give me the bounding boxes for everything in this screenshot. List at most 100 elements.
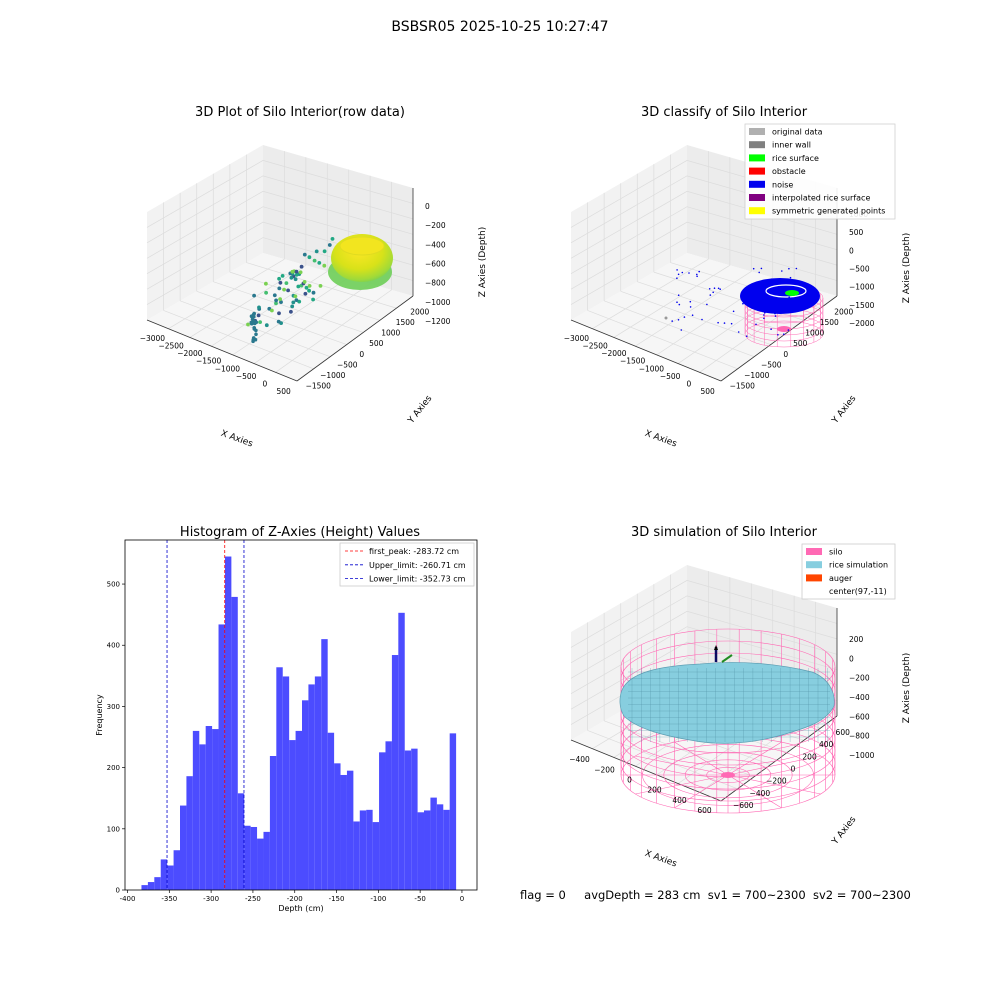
hist-bar xyxy=(385,741,392,890)
silo-floor-center xyxy=(721,772,735,778)
x-tick-label: −2500 xyxy=(582,341,608,350)
noise-point xyxy=(784,304,786,307)
z-tick-label: 0 xyxy=(849,654,854,663)
legend-swatch xyxy=(749,180,765,188)
noise-point xyxy=(683,316,686,318)
noise-point xyxy=(788,296,790,299)
x-tick-label: 200 xyxy=(647,786,662,795)
noise-point xyxy=(677,319,680,321)
hist-bar xyxy=(173,850,180,890)
sim-zlabel: Z Axies (Depth) xyxy=(902,653,912,724)
hist-bar xyxy=(359,810,367,890)
x-tick-label: −2000 xyxy=(177,349,203,358)
noise-point xyxy=(678,303,681,306)
silo-floor-spoke xyxy=(727,755,821,776)
raw-point xyxy=(279,300,283,304)
raw-point xyxy=(282,287,286,292)
noise-point xyxy=(732,310,735,313)
raw-title: 3D Plot of Silo Interior(row data) xyxy=(195,105,405,120)
hist-bar xyxy=(257,838,264,890)
noise-point xyxy=(768,298,771,300)
noise-point xyxy=(758,271,760,274)
z-tick-label: −200 xyxy=(849,674,870,683)
hist-legend: first_peak: -283.72 cm Upper_limit: -260.… xyxy=(339,542,475,587)
legend-label: center(97,-11) xyxy=(829,587,887,596)
raw-z-ticks: −1200 −1000 −800 −600 −400 −200 0 xyxy=(425,202,451,326)
y-tick-label: −500 xyxy=(337,360,358,369)
raw-point xyxy=(277,276,281,281)
hist-bar xyxy=(141,885,148,890)
x-tick-label: 400 xyxy=(672,796,687,805)
hist-bar xyxy=(263,831,270,890)
raw-point xyxy=(251,339,255,344)
hist-bar xyxy=(186,776,193,890)
x-tick-label: 600 xyxy=(697,806,712,815)
hist-bar xyxy=(436,804,444,890)
grid-floor-a xyxy=(168,258,285,330)
hist-bar xyxy=(160,859,168,890)
grid-floor-a xyxy=(613,264,731,338)
status-line: flag = 0 avgDepth = 283 cm sv1 = 700~230… xyxy=(520,888,911,902)
hist-bar xyxy=(372,822,380,890)
classify-x-ticks: −3000−2500−2000−1500−1000−500 0 500 xyxy=(564,334,715,396)
legend-label: Lower_limit: -352.73 cm xyxy=(369,575,466,584)
grid-z xyxy=(146,175,414,244)
grid-z xyxy=(570,221,838,290)
x-tick-label: -50 xyxy=(414,895,425,903)
raw-point xyxy=(304,285,309,290)
classify-ylabel: Y Axies xyxy=(830,394,859,427)
hist-bar xyxy=(346,770,354,890)
raw-x-ticks: −3000−2500−2000−1500−1000−500 0 500 xyxy=(140,334,291,396)
x-tick-label: 500 xyxy=(276,387,291,396)
legend-label: silo xyxy=(829,548,843,557)
legend-label: first_peak: -283.72 cm xyxy=(369,547,459,556)
noise-point xyxy=(777,334,779,336)
noise-point xyxy=(677,294,680,297)
hist-bar xyxy=(391,655,399,890)
raw-point xyxy=(276,319,281,324)
hist-ylabel: Frequency xyxy=(95,694,104,736)
grid-floor-b xyxy=(637,281,788,333)
x-tick-label: 0 xyxy=(686,380,691,389)
grid-floor-b xyxy=(213,281,364,333)
y-tick-label: 500 xyxy=(107,581,120,589)
grid-floor-a xyxy=(275,289,392,373)
raw-point xyxy=(246,322,250,327)
noise-point xyxy=(688,272,690,274)
y-tick-label: 1000 xyxy=(381,329,400,338)
y-tick-label: 0 xyxy=(783,350,788,359)
raw-point xyxy=(254,332,258,337)
y-tick-label: 600 xyxy=(836,728,851,737)
noise-point xyxy=(774,315,777,317)
hist-bar xyxy=(231,596,238,890)
hist-bar xyxy=(192,730,200,890)
classify-noise-points xyxy=(664,267,820,338)
x-tick-label: −2000 xyxy=(601,349,627,358)
raw-point xyxy=(322,249,327,254)
noise-point xyxy=(795,267,798,270)
sim-ylabel: Y Axies xyxy=(830,815,859,848)
x-tick-label: −200 xyxy=(594,765,615,774)
legend-label: auger xyxy=(829,574,853,583)
hist-bar xyxy=(449,733,457,890)
noise-point xyxy=(676,277,678,280)
noise-point xyxy=(719,288,721,291)
noise-point xyxy=(723,322,726,324)
z-tick-label: −2000 xyxy=(849,319,875,328)
grid-floor-b xyxy=(587,310,738,370)
hist-bar xyxy=(327,732,335,890)
noise-point xyxy=(763,314,765,316)
legend-label: inner wall xyxy=(772,141,811,150)
status-avg-depth: avgDepth = 283 cm xyxy=(584,888,701,902)
legend-swatch xyxy=(749,128,765,135)
raw-point xyxy=(264,281,268,286)
pane-left xyxy=(571,145,687,320)
hist-bar xyxy=(424,810,431,890)
raw-point xyxy=(274,298,278,303)
raw-point xyxy=(307,255,312,260)
y-tick-label: 400 xyxy=(107,642,120,650)
raw-point xyxy=(251,336,256,340)
noise-point xyxy=(698,270,700,273)
